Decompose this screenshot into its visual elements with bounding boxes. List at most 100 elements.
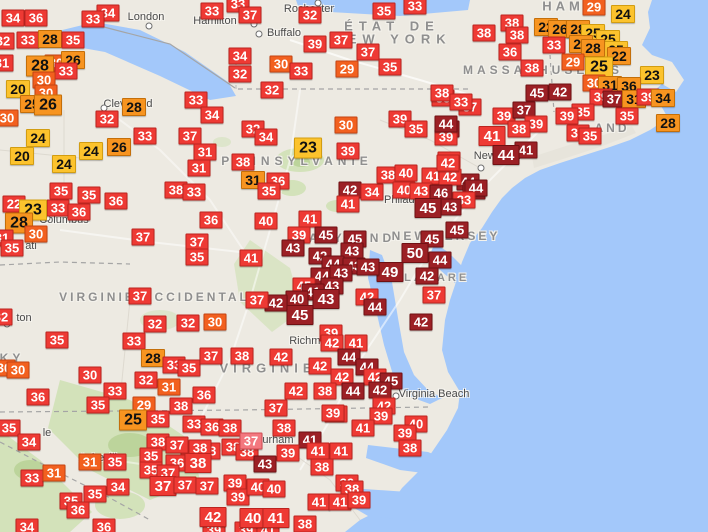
temp-marker[interactable]: 33 [200,2,224,20]
temp-marker[interactable]: 31 [241,171,265,189]
temp-marker[interactable]: 45 [414,198,442,218]
temp-marker[interactable]: 38 [505,26,529,44]
temp-marker[interactable]: 37 [329,31,353,49]
temp-marker[interactable]: 36 [498,43,522,61]
temp-marker[interactable]: 42 [415,267,439,285]
temp-marker[interactable]: 33 [449,93,473,111]
temp-marker[interactable]: 35 [0,419,21,437]
temp-marker[interactable]: 35 [185,248,209,266]
temp-marker[interactable]: 28 [656,114,680,132]
temp-marker[interactable]: 23 [294,137,322,159]
temp-marker[interactable]: 37 [195,477,219,495]
temp-marker[interactable]: 37 [199,347,223,365]
temp-marker[interactable]: 42 [308,357,332,375]
temp-marker[interactable]: 33 [182,183,206,201]
temp-marker[interactable]: 41 [262,508,290,528]
temp-marker[interactable]: 28 [38,30,62,48]
temp-marker[interactable]: 35 [615,107,639,125]
temp-marker[interactable]: 37 [512,101,536,119]
temp-marker[interactable]: 35 [404,120,428,138]
temp-marker[interactable]: 35 [0,239,24,257]
temp-marker[interactable]: 39 [347,491,371,509]
temp-marker[interactable]: 34 [1,9,25,27]
temp-marker[interactable]: 24 [52,155,76,173]
temp-marker[interactable]: 22 [607,47,631,65]
temp-marker[interactable]: 36 [92,518,116,532]
temp-marker[interactable]: 50 [401,243,429,263]
temp-marker[interactable]: 33 [20,469,44,487]
temp-marker[interactable]: 30 [32,71,56,89]
temp-marker[interactable]: 23 [640,66,664,84]
temp-marker[interactable]: 31 [42,464,66,482]
temp-marker[interactable]: 38 [218,419,242,437]
temp-marker[interactable]: 39 [276,444,300,462]
temp-marker[interactable]: 31 [0,54,14,72]
temp-marker[interactable]: 42 [199,507,227,527]
temp-marker[interactable]: 45 [286,305,314,325]
temp-marker[interactable]: 34 [15,518,39,532]
temp-marker[interactable]: 34 [106,478,130,496]
temp-marker[interactable]: 32 [0,32,15,50]
temp-marker[interactable]: 44 [434,115,458,133]
temp-marker[interactable]: 43 [312,289,340,309]
temp-marker[interactable]: 26 [107,138,131,156]
temp-marker[interactable]: 45 [314,226,338,244]
temp-marker[interactable]: 36 [24,9,48,27]
temp-marker[interactable]: 39 [223,474,247,492]
temp-marker[interactable]: 31 [187,159,211,177]
temp-marker[interactable]: 35 [146,410,170,428]
temp-marker[interactable]: 38 [231,153,255,171]
temp-marker[interactable]: 39 [287,226,311,244]
temp-marker[interactable]: 30 [0,109,19,127]
temp-marker[interactable]: 41 [306,442,330,460]
temp-marker[interactable]: 41 [478,126,506,146]
temp-marker[interactable]: 33 [122,332,146,350]
temp-marker[interactable]: 41 [344,334,368,352]
temp-marker[interactable]: 37 [239,432,263,450]
temp-marker[interactable]: 25 [585,56,613,78]
temp-marker[interactable]: 34 [360,183,384,201]
temp-marker[interactable]: 25 [119,409,147,431]
temp-marker[interactable]: 49 [376,262,404,282]
temp-marker[interactable]: 32 [143,315,167,333]
temp-marker[interactable]: 42 [330,368,354,386]
temp-marker[interactable]: 28 [122,98,146,116]
temp-marker[interactable]: 33 [103,382,127,400]
temp-marker[interactable]: 29 [335,60,359,78]
temp-marker[interactable]: 28 [141,349,165,367]
temp-marker[interactable]: 37 [185,233,209,251]
temp-marker[interactable]: 38 [230,347,254,365]
temp-marker[interactable]: 34 [228,47,252,65]
temp-marker[interactable]: 45 [525,84,549,102]
temp-marker[interactable]: 38 [472,24,496,42]
temp-marker[interactable]: 44 [337,348,361,366]
temp-marker[interactable]: 32 [298,6,322,24]
temp-marker[interactable]: 30 [6,361,30,379]
temp-marker[interactable]: 32 [95,110,119,128]
temp-marker[interactable]: 39 [492,107,516,125]
temp-marker[interactable]: 37 [238,6,262,24]
temp-marker[interactable]: 33 [16,31,40,49]
temp-marker[interactable]: 35 [49,182,73,200]
temp-marker[interactable]: 29 [132,396,156,414]
temp-marker[interactable]: 44 [428,251,452,269]
temp-marker[interactable]: 35 [77,186,101,204]
temp-marker[interactable]: 35 [378,58,402,76]
temp-marker[interactable]: 37 [602,90,626,108]
temp-marker[interactable]: 35 [139,447,163,465]
temp-marker[interactable]: 39 [321,404,345,422]
temp-marker[interactable]: 40 [285,290,309,308]
temp-marker[interactable]: 40 [394,164,418,182]
temp-marker[interactable]: 32 [176,314,200,332]
temp-marker[interactable]: 42 [284,382,308,400]
temp-marker[interactable]: 24 [611,5,635,23]
temp-marker[interactable]: 39 [369,407,393,425]
temp-marker[interactable]: 30 [203,313,227,331]
temp-marker[interactable]: 39 [555,107,579,125]
temp-marker[interactable]: 40 [262,480,286,498]
temp-marker[interactable]: 41 [239,249,263,267]
temp-marker[interactable]: 38 [520,59,544,77]
temp-marker[interactable]: 36 [67,203,91,221]
temp-marker[interactable]: 33 [46,199,70,217]
temp-marker[interactable]: 35 [103,453,127,471]
